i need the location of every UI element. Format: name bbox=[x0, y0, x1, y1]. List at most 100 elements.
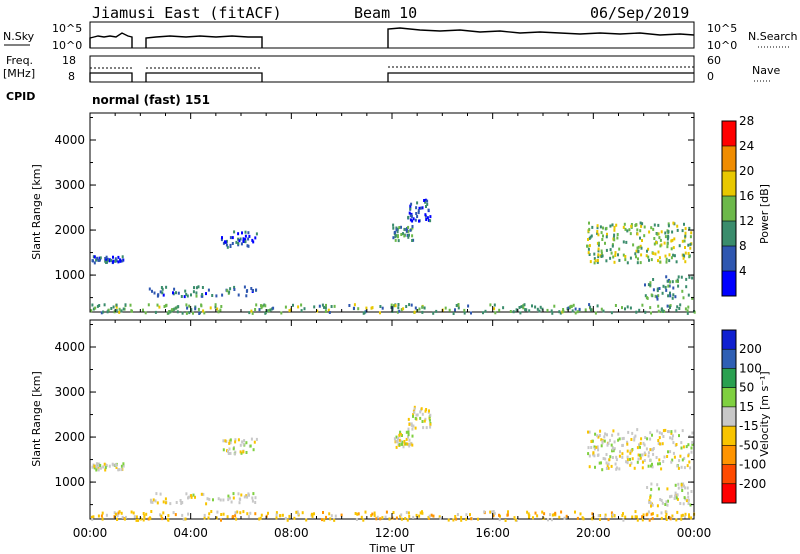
data-cell bbox=[654, 252, 657, 256]
data-cell bbox=[152, 498, 155, 502]
data-cell bbox=[644, 310, 647, 314]
data-cell bbox=[179, 499, 182, 502]
data-cell bbox=[410, 441, 413, 445]
data-cell bbox=[660, 432, 663, 436]
x-tick-label: 08:00 bbox=[274, 526, 309, 540]
data-cell bbox=[674, 483, 677, 487]
data-cell bbox=[407, 511, 410, 515]
data-cell bbox=[657, 439, 660, 442]
data-cell bbox=[656, 514, 659, 518]
data-cell bbox=[264, 304, 267, 308]
data-cell bbox=[103, 303, 106, 307]
data-cell bbox=[275, 516, 278, 520]
data-cell bbox=[187, 512, 190, 516]
data-cell bbox=[405, 510, 408, 514]
data-cell bbox=[420, 407, 423, 411]
data-cell bbox=[286, 518, 289, 522]
data-cell bbox=[115, 465, 118, 469]
data-cell bbox=[207, 516, 210, 520]
data-cell bbox=[588, 227, 591, 231]
power-plot-frame bbox=[89, 112, 695, 313]
data-cell bbox=[597, 243, 600, 247]
data-cell bbox=[603, 439, 606, 443]
data-cell bbox=[682, 502, 685, 506]
data-cell bbox=[264, 311, 267, 315]
data-region bbox=[407, 405, 432, 431]
data-cell bbox=[650, 487, 653, 491]
data-cell bbox=[614, 251, 617, 255]
data-cell bbox=[604, 457, 607, 461]
data-cell bbox=[680, 485, 683, 489]
data-cell bbox=[670, 256, 673, 260]
data-cell bbox=[649, 431, 652, 435]
data-cell bbox=[323, 305, 325, 309]
data-cell bbox=[591, 225, 594, 229]
data-cell bbox=[690, 490, 693, 493]
data-cell bbox=[422, 426, 425, 430]
data-cell bbox=[239, 237, 242, 241]
data-cell bbox=[651, 448, 654, 452]
data-cell bbox=[482, 311, 484, 315]
data-cell bbox=[578, 307, 581, 311]
data-cell bbox=[550, 518, 553, 522]
data-cell bbox=[392, 226, 395, 230]
data-cell bbox=[670, 431, 673, 435]
data-cell bbox=[106, 258, 109, 262]
data-cell bbox=[687, 495, 690, 499]
data-cell bbox=[579, 512, 582, 516]
data-cell bbox=[493, 511, 496, 515]
data-cell bbox=[408, 422, 411, 426]
data-cell bbox=[161, 291, 164, 295]
data-cell bbox=[691, 441, 694, 444]
data-cell bbox=[588, 303, 591, 307]
data-cell bbox=[401, 434, 403, 437]
data-cell bbox=[657, 232, 660, 236]
data-cell bbox=[621, 452, 624, 456]
data-cell bbox=[679, 502, 682, 505]
data-cell bbox=[635, 310, 638, 314]
data-cell bbox=[240, 242, 243, 246]
data-cell bbox=[649, 306, 652, 310]
data-cell bbox=[688, 255, 691, 259]
data-cell bbox=[235, 240, 238, 244]
data-cell bbox=[297, 512, 300, 516]
data-cell bbox=[626, 261, 629, 265]
data-cell bbox=[665, 275, 668, 279]
data-cell bbox=[108, 259, 111, 263]
colorbar-tick-label: 15 bbox=[739, 400, 754, 414]
data-cell bbox=[647, 255, 650, 259]
data-cell bbox=[687, 454, 690, 458]
data-cell bbox=[669, 436, 672, 440]
data-cell bbox=[652, 252, 655, 255]
data-cell bbox=[658, 236, 661, 240]
data-cell bbox=[668, 253, 671, 257]
data-cell bbox=[626, 442, 629, 446]
data-cell bbox=[484, 309, 487, 313]
data-cell bbox=[672, 246, 675, 250]
data-cell bbox=[689, 235, 692, 239]
data-cell bbox=[428, 514, 431, 518]
data-cell bbox=[407, 430, 410, 434]
data-cell bbox=[610, 464, 613, 468]
data-cell bbox=[408, 233, 410, 237]
data-cell bbox=[208, 512, 211, 516]
data-cell bbox=[163, 305, 166, 308]
data-cell bbox=[520, 305, 523, 309]
data-cell bbox=[686, 464, 689, 468]
data-cell bbox=[687, 243, 690, 247]
colorbar-swatch bbox=[722, 406, 736, 427]
data-cell bbox=[425, 218, 428, 221]
data-cell bbox=[252, 240, 255, 244]
data-cell bbox=[108, 464, 111, 468]
x-axis-label: Time UT bbox=[368, 542, 414, 554]
x-tick-label: 16:00 bbox=[475, 526, 510, 540]
data-cell bbox=[610, 311, 613, 315]
data-cell bbox=[250, 309, 253, 313]
data-cell bbox=[115, 309, 118, 313]
data-cell bbox=[151, 289, 153, 293]
data-cell bbox=[248, 311, 251, 315]
data-cell bbox=[379, 305, 382, 308]
data-cell bbox=[650, 293, 653, 297]
nsky-trace bbox=[89, 27, 695, 48]
data-cell bbox=[195, 294, 198, 298]
